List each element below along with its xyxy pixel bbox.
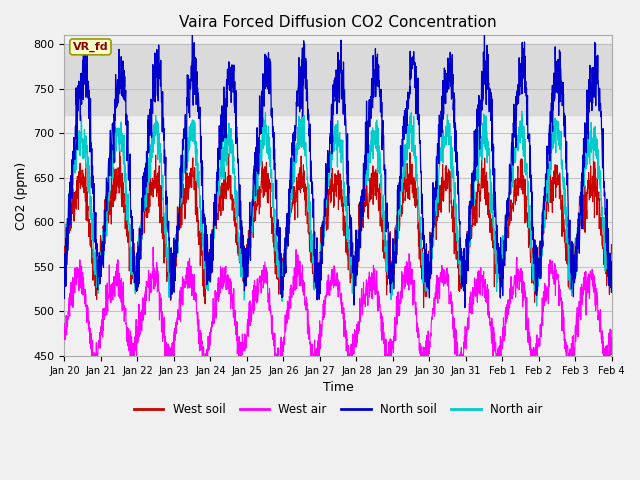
Title: Vaira Forced Diffusion CO2 Concentration: Vaira Forced Diffusion CO2 Concentration	[179, 15, 497, 30]
Y-axis label: CO2 (ppm): CO2 (ppm)	[15, 162, 28, 230]
Bar	[65, 44, 612, 116]
X-axis label: Time: Time	[323, 381, 353, 394]
Text: VR_fd: VR_fd	[72, 42, 108, 52]
Legend: West soil, West air, North soil, North air: West soil, West air, North soil, North a…	[129, 398, 547, 420]
